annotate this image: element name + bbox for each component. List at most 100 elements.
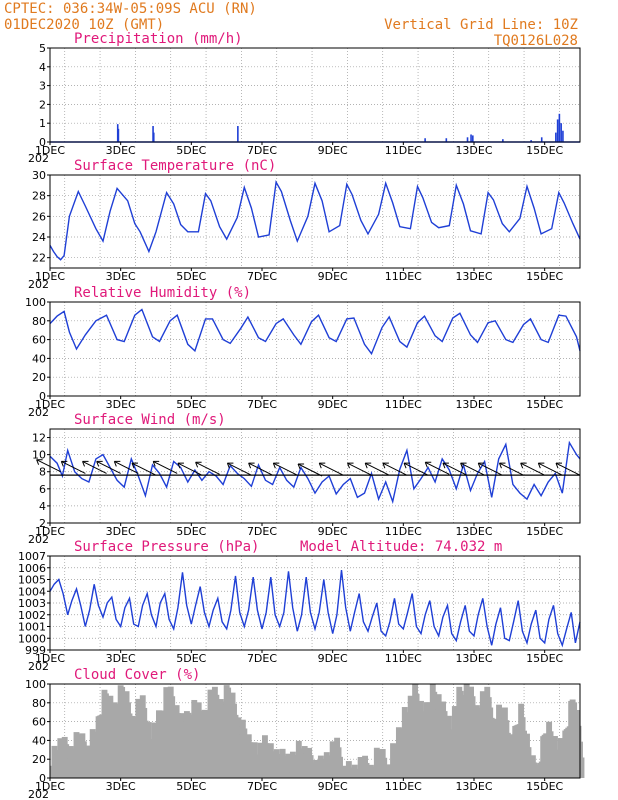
precip-bar (558, 113, 561, 142)
rh-frame (49, 301, 581, 397)
wind-arrow-head (347, 462, 354, 469)
x-year-label: 202 (28, 152, 49, 165)
wind-arrow (425, 461, 450, 475)
x-year-label: 202 (28, 788, 49, 800)
wind-arrow (555, 462, 581, 476)
wind-series-line (49, 440, 581, 505)
y-tick-label: 999 (25, 644, 46, 657)
x-tick-label: 11DEC (385, 270, 422, 283)
precip-bar (237, 126, 239, 142)
wind-arrow-head (60, 460, 68, 467)
x-tick-label: 15DEC (526, 780, 563, 793)
y-tick-label: 80 (32, 697, 46, 710)
x-tick-label: 5DEC (176, 780, 206, 793)
cloud-frame (49, 683, 581, 779)
cloud-bar (347, 767, 354, 778)
precip-bar (470, 134, 472, 142)
pressure-subtitle: Model Altitude: 74.032 m (300, 539, 502, 555)
wind-arrow-head (403, 462, 411, 469)
y-tick-label: 100 (25, 296, 46, 309)
x-tick-label: 13DEC (455, 780, 492, 793)
x-tick-label: 1DEC (35, 652, 65, 665)
y-tick-label: 1000 (18, 632, 46, 645)
y-tick-label: 4 (39, 500, 46, 513)
y-tick-label: 2 (39, 517, 46, 530)
rh-title: Relative Humidity (%) (74, 285, 251, 301)
wind-arrow (36, 459, 61, 473)
wind-arrow (520, 462, 545, 476)
y-tick-label: 60 (32, 334, 46, 347)
wind-arrow-head (195, 461, 202, 468)
y-tick-label: 1006 (18, 562, 46, 575)
x-year-label: 202 (28, 533, 49, 546)
rh-series-line (49, 308, 581, 356)
wind-arrow (382, 462, 408, 476)
temp-series-line (49, 180, 581, 261)
x-year-label: 202 (28, 660, 49, 673)
x-tick-label: 7DEC (247, 652, 277, 665)
humidity-panel: 0 20 40 60 80 100 Relative Humidity (%) 1DEC 3DE… (25, 285, 581, 419)
wind-arrow-head (520, 462, 527, 469)
precip-bar (117, 128, 120, 142)
y-tick-label: 5 (39, 42, 46, 55)
x-tick-label: 7DEC (247, 270, 277, 283)
cloud-title: Cloud Cover (%) (74, 667, 200, 683)
precip-bar (152, 132, 155, 142)
y-tick-label: 100 (25, 678, 46, 691)
x-tick-label: 7DEC (247, 525, 277, 538)
wind-arrow-head (382, 462, 389, 469)
x-tick-label: 13DEC (455, 144, 492, 157)
x-tick-label: 3DEC (106, 144, 136, 157)
x-tick-label: 1DEC (35, 525, 65, 538)
wind-arrow-head (113, 460, 121, 467)
y-tick-label: 40 (32, 352, 46, 365)
precip-bar (466, 137, 469, 142)
y-tick-label: 3 (39, 80, 46, 93)
wind-arrow (227, 462, 252, 476)
wind-title: Surface Wind (m/s) (74, 412, 226, 428)
wind-arrow-head (131, 462, 138, 469)
x-tick-label: 13DEC (455, 270, 492, 283)
y-tick-label: 4 (39, 61, 46, 74)
x-tick-label: 15DEC (526, 652, 563, 665)
wind-arrow (499, 462, 524, 476)
wind-arrow (347, 462, 372, 476)
x-tick-label: 15DEC (526, 398, 563, 411)
header-date: 01DEC2020 10Z (GMT) (4, 17, 164, 33)
wind-arrow (96, 460, 121, 474)
wind-arrow-head (537, 462, 545, 469)
wind-arrow-head (477, 462, 485, 469)
precip-bar (540, 137, 543, 142)
wind-arrow (364, 462, 390, 476)
x-tick-label: 9DEC (318, 270, 348, 283)
pressure-title: Surface Pressure (hPa) (74, 539, 259, 555)
wind-arrow (478, 462, 503, 476)
pressure-series-line (49, 570, 581, 648)
temp-frame (49, 174, 581, 269)
wind-arrow (114, 460, 139, 474)
y-tick-label: 1 (39, 117, 46, 130)
x-tick-label: 3DEC (106, 525, 136, 538)
x-tick-label: 15DEC (526, 525, 563, 538)
header-location: CPTEC: 036:34W-05:09S ACU (RN) (4, 1, 257, 17)
y-tick-label: 0 (39, 772, 46, 785)
y-tick-label: 80 (32, 315, 46, 328)
precip-bar (562, 130, 564, 142)
x-tick-label: 1DEC (35, 780, 65, 793)
precip-bar (556, 119, 559, 142)
x-tick-label: 1DEC (35, 144, 65, 157)
x-tick-label: 5DEC (176, 270, 206, 283)
x-tick-label: 3DEC (106, 398, 136, 411)
wind-arrow (273, 462, 298, 476)
x-tick-label: 3DEC (106, 652, 136, 665)
x-tick-label: 7DEC (247, 780, 277, 793)
x-tick-label: 5DEC (176, 525, 206, 538)
wind-arrow (177, 462, 203, 476)
y-tick-label: 1004 (18, 585, 46, 598)
y-tick-label: 8 (39, 466, 46, 479)
precip-bar (424, 138, 426, 142)
precip-bar (502, 139, 504, 142)
x-tick-label: 13DEC (455, 398, 492, 411)
